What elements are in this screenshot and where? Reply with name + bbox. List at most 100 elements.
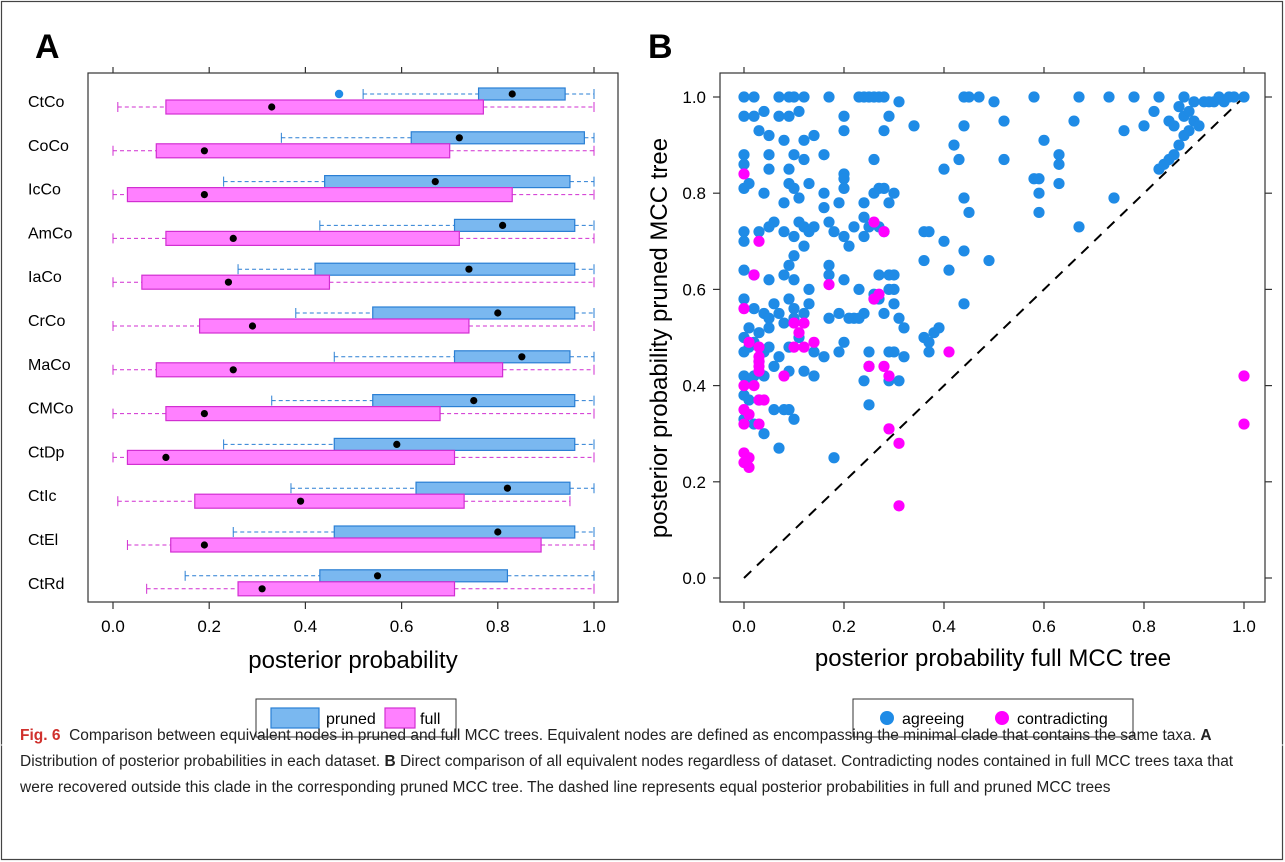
agreeing-point xyxy=(888,283,900,295)
box-iqr xyxy=(477,87,566,101)
agreeing-point xyxy=(828,452,840,464)
contradicting-point xyxy=(798,317,810,329)
agreeing-point xyxy=(863,346,875,358)
agreeing-point xyxy=(878,307,890,320)
contradicting-point xyxy=(943,346,955,358)
agreeing-point xyxy=(923,226,935,238)
agreeing-point xyxy=(763,341,775,353)
agreeing-point xyxy=(923,336,935,348)
agreeing-point xyxy=(1068,115,1080,127)
agreeing-point xyxy=(783,163,795,175)
caption-sentence-3: Direct comparison of all equivalent node… xyxy=(20,753,1234,796)
contradicting-point xyxy=(878,360,890,372)
box-median-marker xyxy=(455,134,463,142)
full-box xyxy=(112,230,595,246)
agreeing-point xyxy=(1173,101,1185,113)
category-label: CtIc xyxy=(28,488,56,505)
box-iqr xyxy=(198,318,470,334)
agreeing-point xyxy=(858,375,870,387)
x-tick-label: 0.0 xyxy=(732,617,756,636)
box-iqr xyxy=(314,262,576,276)
pruned-box xyxy=(319,218,595,232)
agreeing-point xyxy=(783,404,795,416)
agreeing-point xyxy=(828,226,840,238)
agreeing-point xyxy=(758,428,770,440)
agreeing-point xyxy=(1193,120,1205,132)
x-tick-label: 0.2 xyxy=(832,617,856,636)
agreeing-point xyxy=(818,187,830,199)
boxplot-plot-area xyxy=(87,72,619,603)
contradicting-point xyxy=(868,216,880,228)
agreeing-point xyxy=(938,235,950,247)
full-box xyxy=(112,187,595,203)
agreeing-point xyxy=(898,351,910,363)
agreeing-point xyxy=(798,240,810,252)
agreeing-point xyxy=(983,254,995,267)
legend-marker-contradicting xyxy=(995,711,1009,725)
pruned-box xyxy=(237,262,595,276)
agreeing-point xyxy=(958,120,970,132)
agreeing-point xyxy=(1118,125,1130,137)
contradicting-point xyxy=(758,394,770,406)
agreeing-point xyxy=(808,221,820,233)
box-median-marker xyxy=(465,265,473,273)
scatter-legend: agreeing contradicting xyxy=(852,698,1134,738)
agreeing-point xyxy=(808,346,820,358)
boxplot-x-label: posterior probability xyxy=(248,647,457,674)
contradicting-point xyxy=(823,278,835,291)
y-tick-label: 0.2 xyxy=(682,473,706,492)
agreeing-point xyxy=(798,91,810,103)
box-median-marker xyxy=(200,191,208,199)
box-median-marker xyxy=(494,309,502,317)
agreeing-point xyxy=(933,322,945,334)
agreeing-point xyxy=(823,216,835,228)
contradicting-point xyxy=(738,303,750,315)
pruned-box xyxy=(334,87,595,101)
agreeing-point xyxy=(743,322,755,334)
box-iqr xyxy=(126,449,456,465)
agreeing-point xyxy=(823,269,835,281)
agreeing-point xyxy=(858,211,870,223)
agreeing-point xyxy=(878,125,890,137)
boxplot-legend: pruned full xyxy=(255,698,457,738)
category-label: CtCo xyxy=(28,94,65,111)
panel-b-letter: B xyxy=(648,28,673,66)
agreeing-point xyxy=(758,187,770,199)
agreeing-point xyxy=(763,274,775,286)
contradicting-point xyxy=(743,408,755,421)
agreeing-point xyxy=(1228,91,1240,103)
legend-label-full: full xyxy=(420,711,440,728)
box-iqr xyxy=(410,131,585,145)
agreeing-point xyxy=(818,149,830,161)
agreeing-point xyxy=(878,182,890,194)
agreeing-point xyxy=(778,134,790,146)
agreeing-point xyxy=(818,202,830,214)
agreeing-point xyxy=(858,307,870,320)
legend-marker-agreeing xyxy=(880,711,894,725)
agreeing-point xyxy=(763,163,775,175)
agreeing-point xyxy=(908,120,920,132)
agreeing-point xyxy=(748,303,760,315)
y-tick-label: 0.4 xyxy=(682,377,706,396)
category-label: MaCo xyxy=(28,357,71,374)
contradicting-point xyxy=(738,418,750,430)
contradicting-point xyxy=(883,370,895,382)
agreeing-point xyxy=(763,312,775,324)
category-label: IaCo xyxy=(28,269,62,286)
agreeing-point xyxy=(883,197,895,209)
agreeing-point xyxy=(753,125,765,137)
contradicting-point xyxy=(798,341,810,353)
agreeing-point xyxy=(1053,158,1065,170)
agreeing-point xyxy=(763,129,775,142)
agreeing-point xyxy=(823,91,835,103)
agreeing-point xyxy=(788,274,800,286)
agreeing-point xyxy=(808,129,820,142)
agreeing-point xyxy=(768,404,780,416)
agreeing-point xyxy=(1128,91,1140,103)
contradicting-point xyxy=(748,269,760,281)
contradicting-point xyxy=(808,336,820,348)
agreeing-point xyxy=(888,346,900,358)
caption-b-label: B xyxy=(384,753,396,770)
boxplot-x-axis: 0.0 0.2 0.4 0.6 0.8 1.0 xyxy=(101,67,606,636)
